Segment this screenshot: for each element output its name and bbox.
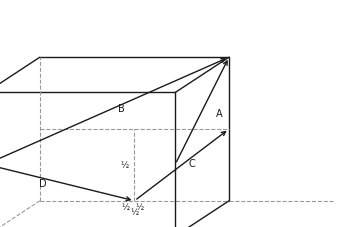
- Text: B: B: [118, 104, 125, 114]
- Text: ½: ½: [122, 202, 130, 211]
- Text: ½: ½: [120, 161, 128, 170]
- Text: ½: ½: [130, 207, 138, 216]
- Text: ½: ½: [136, 202, 144, 211]
- Text: C: C: [189, 158, 195, 168]
- Text: A: A: [216, 109, 223, 118]
- Text: D: D: [39, 178, 47, 188]
